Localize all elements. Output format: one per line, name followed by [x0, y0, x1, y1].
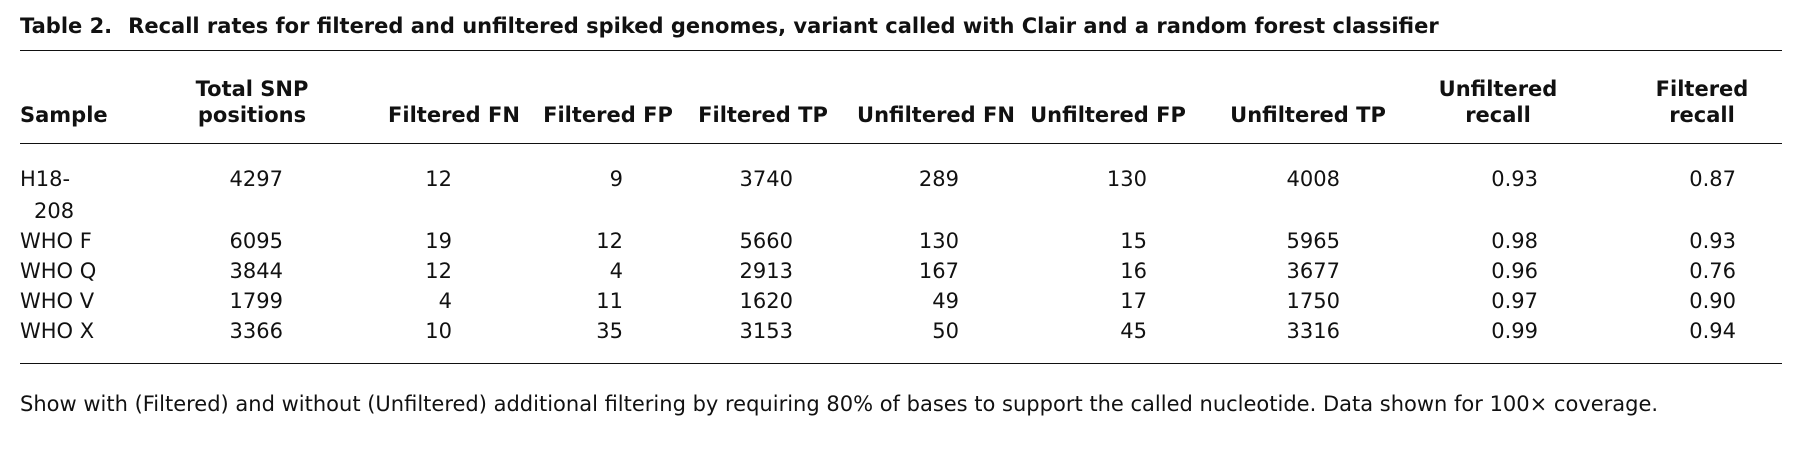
- cell: 0.94: [1689, 319, 1736, 343]
- cell: 130: [918, 229, 959, 253]
- cell: 0.93: [1491, 167, 1538, 191]
- column-header: Sample: [20, 103, 108, 127]
- row-label: WHO V: [20, 289, 95, 313]
- cell: 0.99: [1491, 319, 1538, 343]
- column-header: Total SNP positions: [195, 77, 309, 127]
- footnote: Show with (Filtered) and without (Unfilt…: [20, 392, 1659, 416]
- rule: [20, 50, 1782, 51]
- cell: 0.90: [1689, 289, 1736, 313]
- column-header: Filtered recall: [1655, 77, 1749, 127]
- table-label: Table 2.: [20, 14, 113, 38]
- cell: 0.93: [1689, 229, 1736, 253]
- column-header: Unfiltered FN: [857, 103, 1015, 127]
- cell: 12: [596, 229, 623, 253]
- cell: 130: [1106, 167, 1147, 191]
- cell: 3153: [739, 319, 793, 343]
- cell: 49: [932, 289, 959, 313]
- table-title: Table 2. Recall rates for filtered and un…: [20, 14, 1439, 38]
- row-label: WHO Q: [20, 259, 97, 283]
- cell: 50: [932, 319, 959, 343]
- cell: 19: [425, 229, 452, 253]
- column-header: Filtered TP: [698, 103, 828, 127]
- cell: 11: [596, 289, 623, 313]
- cell: 1750: [1286, 289, 1340, 313]
- cell: 289: [918, 167, 959, 191]
- cell: 16: [1120, 259, 1147, 283]
- row-label: WHO X: [20, 319, 95, 343]
- row-label: H18-208: [20, 167, 75, 223]
- cell: 10: [425, 319, 452, 343]
- cell: 3677: [1286, 259, 1340, 283]
- cell: 12: [425, 167, 452, 191]
- cell: 0.87: [1689, 167, 1736, 191]
- cell: 3740: [739, 167, 793, 191]
- column-header: Unfiltered FP: [1030, 103, 1186, 127]
- cell: 6095: [229, 229, 283, 253]
- cell: 17: [1120, 289, 1147, 313]
- cell: 2913: [739, 259, 793, 283]
- cell: 5660: [739, 229, 793, 253]
- cell: 45: [1120, 319, 1147, 343]
- table-caption: Recall rates for filtered and unfiltered…: [128, 14, 1439, 38]
- cell: 4: [609, 259, 623, 283]
- cell: 0.76: [1689, 259, 1736, 283]
- cell: 0.98: [1491, 229, 1538, 253]
- column-header: Unfiltered recall: [1438, 77, 1558, 127]
- cell: 3316: [1286, 319, 1340, 343]
- cell: 0.96: [1491, 259, 1538, 283]
- cell: 3844: [229, 259, 283, 283]
- cell: 35: [596, 319, 623, 343]
- column-header: Filtered FN: [388, 103, 520, 127]
- rule: [20, 363, 1782, 364]
- rule: [20, 143, 1782, 144]
- cell: 1799: [229, 289, 283, 313]
- cell: 0.97: [1491, 289, 1538, 313]
- cell: 9: [609, 167, 623, 191]
- cell: 15: [1120, 229, 1147, 253]
- cell: 12: [425, 259, 452, 283]
- cell: 5965: [1286, 229, 1340, 253]
- column-header: Unfiltered TP: [1230, 103, 1386, 127]
- cell: 167: [918, 259, 959, 283]
- row-label: WHO F: [20, 229, 92, 253]
- cell: 3366: [229, 319, 283, 343]
- cell: 1620: [739, 289, 793, 313]
- cell: 4008: [1286, 167, 1340, 191]
- column-header: Filtered FP: [543, 103, 673, 127]
- cell: 4: [438, 289, 452, 313]
- cell: 4297: [229, 167, 283, 191]
